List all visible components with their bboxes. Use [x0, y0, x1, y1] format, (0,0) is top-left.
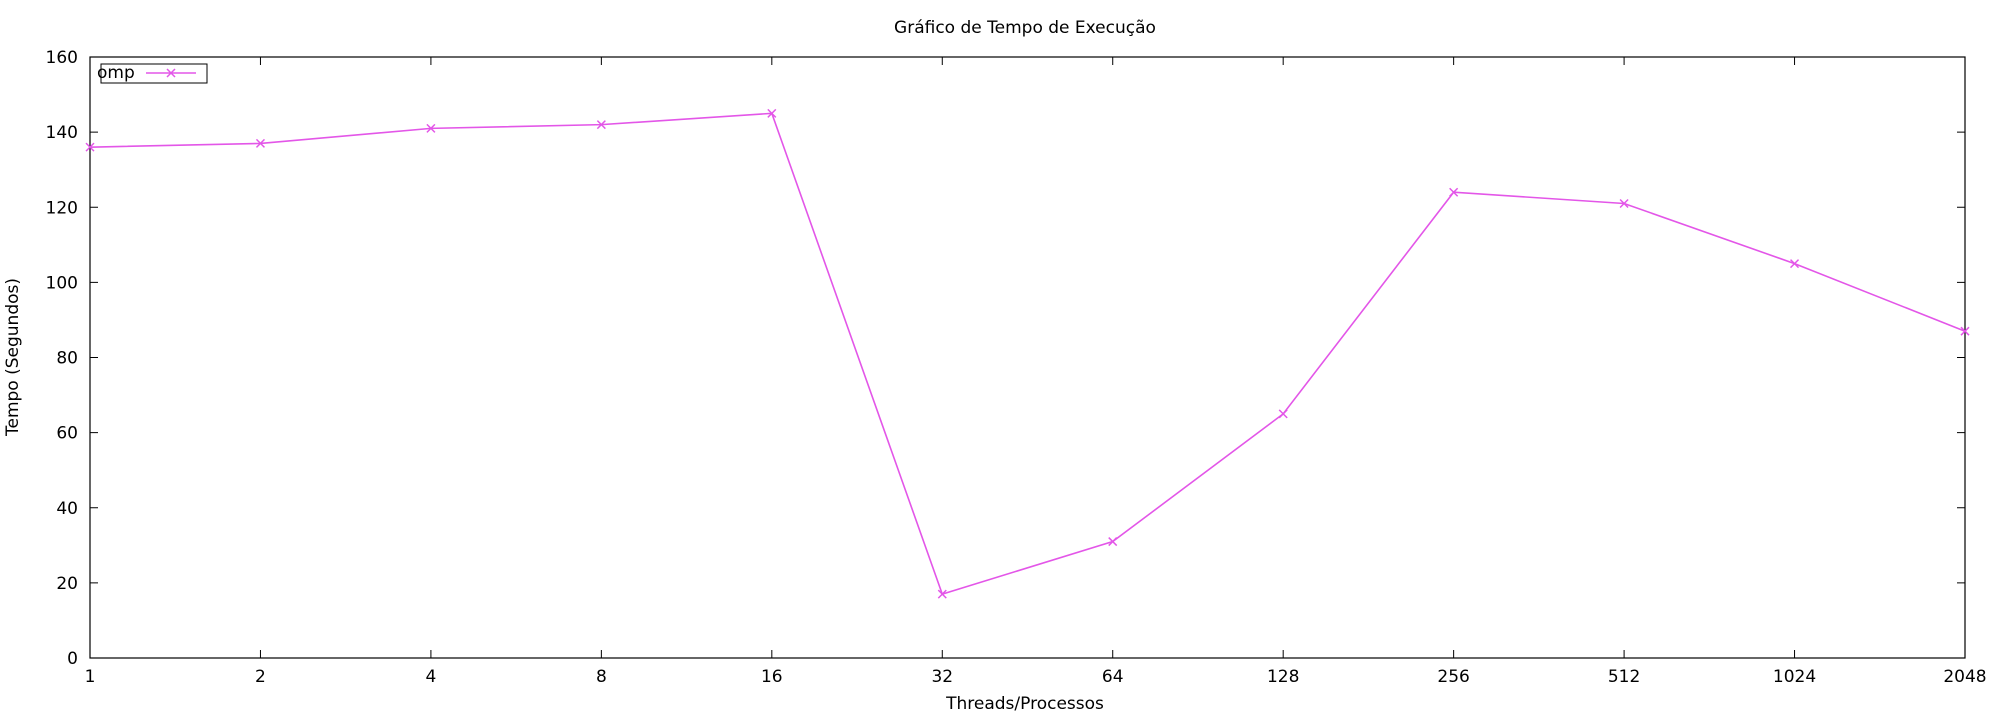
x-tick-label: 64: [1102, 667, 1124, 687]
y-tick-label: 80: [56, 349, 78, 369]
legend-marker: [166, 68, 176, 78]
data-point: [596, 120, 606, 130]
y-tick-label: 120: [46, 198, 78, 218]
data-point: [1960, 326, 1970, 336]
data-point: [1790, 259, 1800, 269]
data-point: [937, 589, 947, 599]
data-point: [1449, 187, 1459, 197]
x-tick-label: 2: [255, 667, 266, 687]
y-axis: 0 20 40 60 80 100 120 140 160: [46, 48, 1965, 669]
x-tick-label: 4: [425, 667, 436, 687]
legend: omp: [97, 63, 208, 84]
y-tick-label: 140: [46, 123, 78, 143]
x-tick-label: 2048: [1943, 667, 1986, 687]
x-tick-label: 1: [85, 667, 96, 687]
y-tick-label: 60: [56, 424, 78, 444]
data-point: [255, 138, 265, 148]
legend-label: omp: [97, 63, 135, 83]
series-layer: [85, 108, 1970, 599]
x-tick-label: 256: [1437, 667, 1469, 687]
x-axis: 1 2 4 8 16 32 64 128 256 512 1024 2048: [85, 57, 1987, 687]
x-tick-label: 1024: [1773, 667, 1816, 687]
x-axis-label: Threads/Processos: [945, 694, 1104, 714]
chart-title: Gráfico de Tempo de Execução: [894, 18, 1156, 38]
y-tick-label: 20: [56, 574, 78, 594]
x-tick-label: 32: [931, 667, 953, 687]
x-tick-label: 16: [761, 667, 783, 687]
y-axis-label: Tempo (Segundos): [3, 278, 23, 437]
data-point: [1278, 409, 1288, 419]
x-tick-label: 512: [1608, 667, 1640, 687]
data-point: [85, 142, 95, 152]
series-line: [89, 112, 1966, 596]
data-point: [1108, 537, 1118, 547]
x-tick-label: 128: [1267, 667, 1299, 687]
y-tick-label: 160: [46, 48, 78, 68]
data-point: [1619, 198, 1629, 209]
x-tick-label: 8: [596, 667, 607, 687]
data-point: [426, 123, 436, 133]
y-tick-label: 0: [67, 649, 78, 669]
y-tick-label: 100: [46, 273, 78, 293]
data-point: [767, 108, 777, 118]
y-tick-label: 40: [56, 499, 78, 519]
